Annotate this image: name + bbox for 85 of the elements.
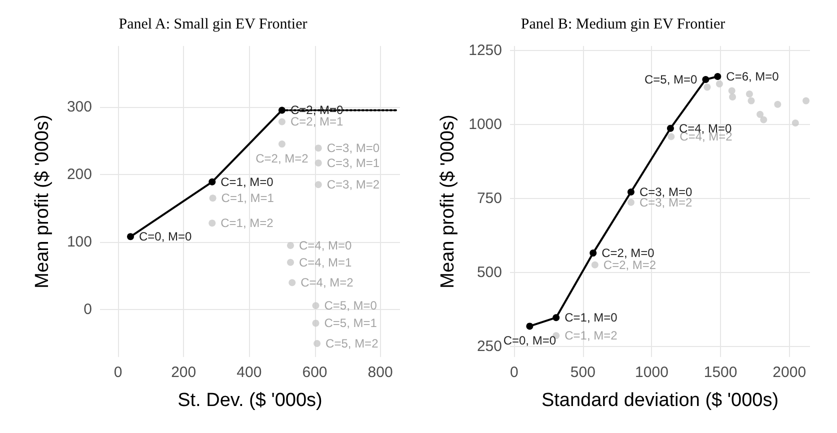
data-label: C=3, M=2	[326, 178, 380, 192]
x-tick-label: 500	[570, 364, 596, 381]
point	[716, 80, 723, 88]
data-label: C=3, M=0	[639, 185, 692, 200]
x-tick-label: 2000	[772, 364, 806, 381]
y-tick-label: 750	[476, 190, 502, 208]
point	[729, 93, 736, 100]
y-tick-label: 200	[66, 166, 92, 183]
point	[312, 320, 320, 327]
point	[704, 84, 711, 91]
point	[728, 87, 736, 94]
data-label: C=3, M=0	[326, 141, 380, 156]
point	[756, 110, 764, 118]
point	[278, 140, 286, 148]
point	[314, 159, 322, 166]
y-tick-label: 300	[66, 98, 92, 116]
x-tick-label: 200	[171, 364, 196, 381]
data-label: C=5, M=2	[326, 336, 379, 350]
data-label: C=1, M=0	[564, 310, 618, 325]
data-label: C=6, M=0	[726, 70, 780, 84]
point	[627, 198, 634, 206]
x-tick-label: 600	[302, 364, 328, 381]
point	[591, 261, 598, 268]
x-axis-title: St. Dev. ($ '000s)	[178, 390, 322, 411]
point	[208, 178, 216, 186]
data-label: C=1, M=0	[220, 174, 274, 189]
data-label: C=1, M=1	[221, 191, 274, 206]
point	[209, 194, 216, 202]
point	[208, 220, 216, 227]
point	[802, 97, 810, 104]
data-label: C=4, M=2	[300, 276, 354, 290]
y-tick-label: 100	[66, 234, 92, 251]
x-tick-label: 0	[510, 364, 518, 381]
point	[127, 233, 134, 240]
point	[666, 124, 674, 132]
y-tick-label: 1000	[468, 116, 502, 133]
point	[278, 118, 286, 126]
point	[702, 76, 710, 83]
data-label: C=1, M=2	[564, 328, 618, 343]
x-axis-title: Standard deviation ($ '000s)	[541, 390, 779, 411]
data-label: C=0, M=0	[138, 230, 192, 244]
data-label: C=4, M=0	[298, 238, 352, 252]
point	[746, 90, 753, 98]
x-tick-label: 800	[368, 364, 393, 381]
point	[312, 302, 320, 310]
point	[552, 314, 560, 322]
x-tick-label: 1500	[704, 364, 738, 381]
y-tick-label: 0	[84, 301, 92, 318]
data-label: C=2, M=2	[603, 258, 656, 272]
y-axis-title: Mean profit ($ '000s)	[32, 114, 53, 288]
point	[526, 322, 534, 330]
point	[792, 120, 799, 127]
point	[314, 144, 322, 152]
y-axis-title: Mean profit ($ '000s)	[438, 114, 459, 288]
y-tick-label: 1250	[468, 42, 502, 59]
data-label: C=2, M=2	[256, 152, 309, 166]
point	[288, 279, 296, 286]
point	[278, 106, 286, 114]
point	[627, 188, 634, 196]
data-label: C=5, M=0	[644, 72, 698, 86]
data-label: C=0, M=0	[503, 334, 556, 348]
point	[714, 73, 722, 80]
x-tick-label: 0	[114, 364, 122, 381]
point	[314, 340, 321, 347]
point	[314, 181, 322, 188]
point	[760, 116, 768, 124]
data-label: C=2, M=0	[602, 246, 655, 260]
data-label: C=1, M=2	[220, 216, 274, 230]
data-label: C=5, M=1	[324, 316, 378, 330]
y-tick-label: 250	[476, 338, 502, 356]
x-tick-label: 400	[236, 364, 262, 381]
point	[774, 100, 782, 108]
chart-title: Panel B: Medium gin EV Frontier	[520, 16, 726, 32]
x-tick-label: 1000	[635, 364, 668, 381]
data-label: C=2, M=1	[290, 114, 344, 129]
chart-title: Panel A: Small gin EV Frontier	[118, 16, 308, 32]
y-tick-label: 500	[476, 264, 502, 282]
data-label: C=3, M=1	[326, 156, 380, 170]
point	[287, 258, 294, 266]
point	[287, 242, 294, 249]
point	[668, 133, 675, 140]
data-label: C=5, M=0	[324, 298, 378, 313]
data-label: C=4, M=1	[298, 255, 352, 270]
point	[590, 250, 597, 257]
point	[748, 97, 755, 104]
